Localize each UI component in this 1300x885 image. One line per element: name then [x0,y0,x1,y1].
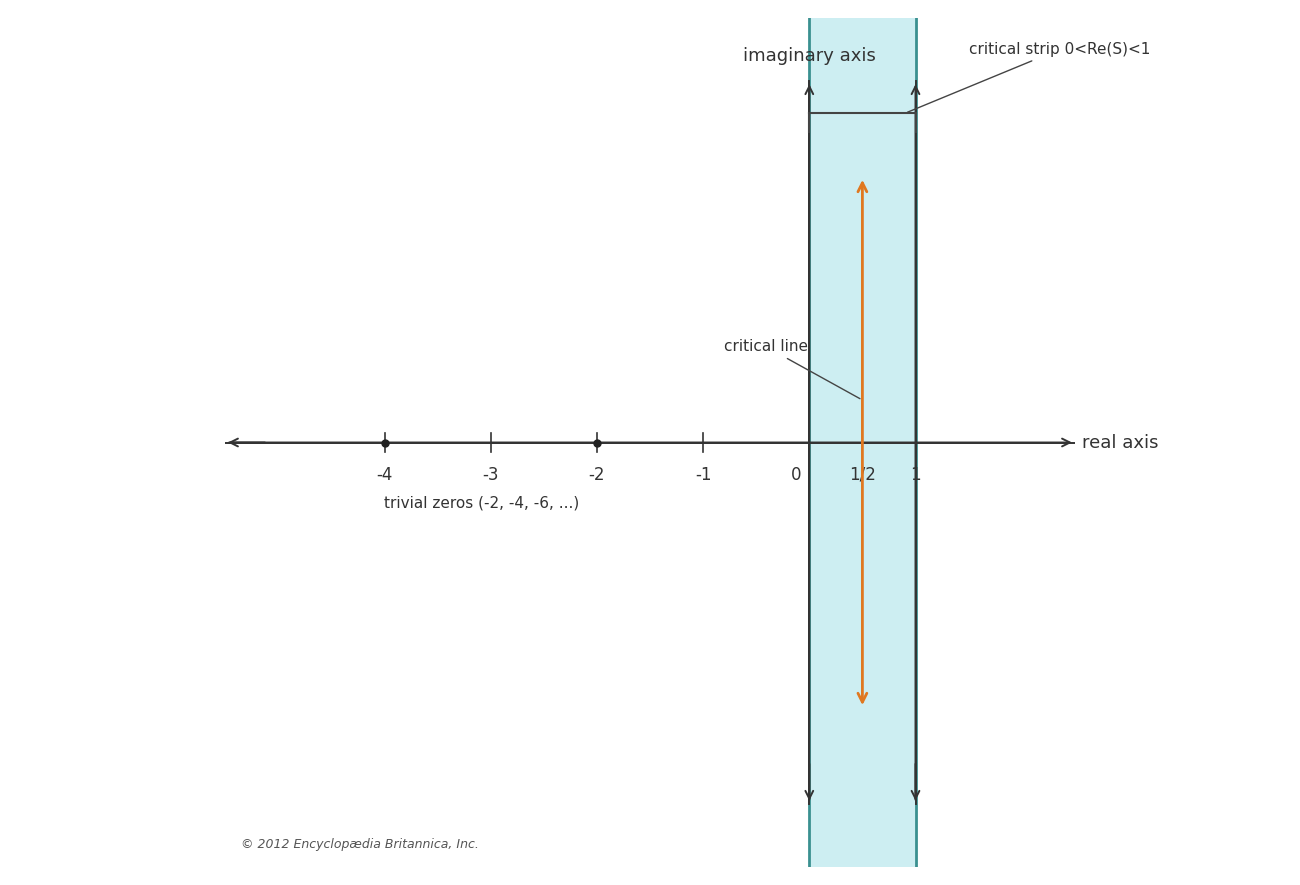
Text: 0: 0 [792,466,802,484]
Text: -2: -2 [589,466,604,484]
Text: -4: -4 [376,466,393,484]
Text: real axis: real axis [1082,434,1158,451]
Text: imaginary axis: imaginary axis [742,48,876,65]
Text: 1: 1 [910,466,920,484]
Text: critical line: critical line [724,340,861,398]
Text: 1/2: 1/2 [849,466,876,484]
Text: critical strip 0<Re(S)<1: critical strip 0<Re(S)<1 [907,42,1150,112]
Text: trivial zeros (-2, -4, -6, ...): trivial zeros (-2, -4, -6, ...) [385,496,580,511]
Text: -1: -1 [694,466,711,484]
Bar [810,18,915,867]
Text: © 2012 Encyclopædia Britannica, Inc.: © 2012 Encyclopædia Britannica, Inc. [240,838,478,851]
Text: -3: -3 [482,466,499,484]
